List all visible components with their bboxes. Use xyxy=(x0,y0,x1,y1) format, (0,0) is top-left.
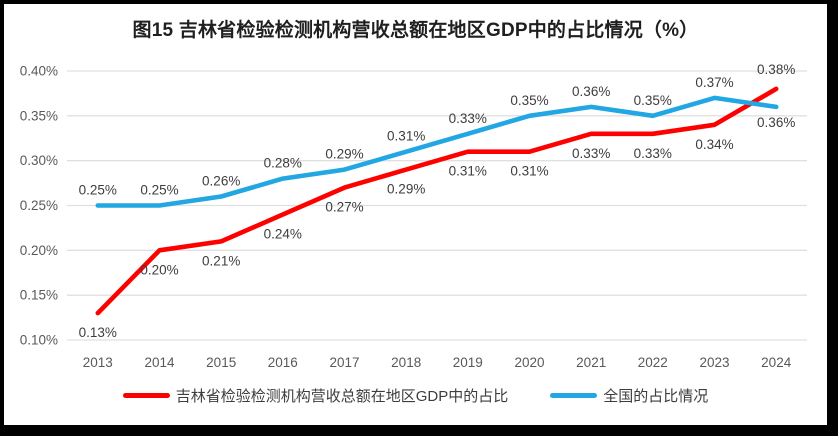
y-axis-tick-label: 0.35% xyxy=(20,108,58,123)
x-axis-tick-label: 2019 xyxy=(453,355,483,370)
data-label: 0.36% xyxy=(757,115,795,130)
data-label: 0.27% xyxy=(325,200,363,215)
x-axis-tick-label: 2023 xyxy=(699,355,729,370)
data-label: 0.13% xyxy=(79,325,117,340)
y-axis-tick-label: 0.15% xyxy=(20,288,58,303)
legend-swatch-national-line xyxy=(550,393,598,398)
data-label: 0.33% xyxy=(572,146,610,161)
y-axis-tick-label: 0.20% xyxy=(20,243,58,258)
y-axis-tick-label: 0.30% xyxy=(20,153,58,168)
data-label: 0.33% xyxy=(634,146,672,161)
data-label: 0.31% xyxy=(387,129,425,144)
x-axis-tick-label: 2022 xyxy=(638,355,668,370)
data-label: 0.31% xyxy=(449,164,487,179)
data-label: 0.38% xyxy=(757,62,795,77)
legend-item-national: 全国的占比情况 xyxy=(550,385,708,406)
data-label: 0.34% xyxy=(695,137,733,152)
y-axis-tick-label: 0.40% xyxy=(20,64,58,79)
data-label: 0.29% xyxy=(325,147,363,162)
data-label: 0.26% xyxy=(202,174,240,189)
series-line-0 xyxy=(95,86,779,316)
x-axis-tick-label: 2024 xyxy=(761,355,792,370)
x-axis-tick-label: 2013 xyxy=(83,355,113,370)
data-label: 0.35% xyxy=(634,93,672,108)
data-label: 0.37% xyxy=(695,75,733,90)
data-label: 0.25% xyxy=(140,183,178,198)
chart-legend: 吉林省检验检测机构营收总额在地区GDP中的占比 全国的占比情况 xyxy=(4,385,827,406)
legend-item-jilin: 吉林省检验检测机构营收总额在地区GDP中的占比 xyxy=(122,385,509,406)
data-label: 0.33% xyxy=(449,111,487,126)
x-axis-tick-label: 2021 xyxy=(576,355,606,370)
x-axis-tick-label: 2020 xyxy=(514,355,544,370)
x-axis-tick-label: 2017 xyxy=(329,355,359,370)
data-label: 0.25% xyxy=(79,183,117,198)
data-label: 0.35% xyxy=(510,93,548,108)
data-label: 0.36% xyxy=(572,84,610,99)
data-label: 0.24% xyxy=(264,227,302,242)
legend-label-jilin: 吉林省检验检测机构营收总额在地区GDP中的占比 xyxy=(175,388,509,405)
y-axis-tick-label: 0.25% xyxy=(20,198,58,213)
data-label: 0.21% xyxy=(202,253,240,268)
line-chart: 0.10% 0.15% 0.20% 0.25% 0.30% 0.35% 0.40% 2013 2… xyxy=(20,62,807,370)
series-line-1 xyxy=(95,95,779,208)
data-label: 0.20% xyxy=(140,262,178,277)
x-axis-tick-label: 2014 xyxy=(144,355,175,370)
data-label: 0.31% xyxy=(510,164,548,179)
x-axis-tick-label: 2016 xyxy=(268,355,298,370)
data-label: 0.29% xyxy=(387,182,425,197)
legend-label-national: 全国的占比情况 xyxy=(603,388,709,405)
x-axis-tick-label: 2015 xyxy=(206,355,236,370)
legend-swatch-jilin-line xyxy=(122,393,170,398)
y-axis-tick-label: 0.10% xyxy=(20,333,58,348)
chart-title: 图15 吉林省检验检测机构营收总额在地区GDP中的占比情况（%） xyxy=(132,20,699,41)
data-label: 0.28% xyxy=(264,156,302,171)
x-axis-tick-label: 2018 xyxy=(391,355,421,370)
